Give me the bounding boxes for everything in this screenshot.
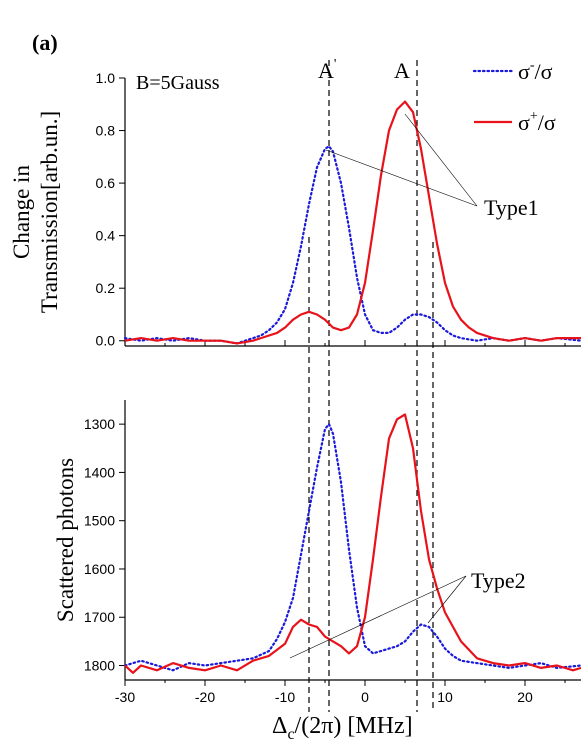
peak-label-a-prime: A' <box>318 57 336 83</box>
bottom-xtick-label: -20 <box>195 689 215 705</box>
bottom-ylabel-text: Scattered photons <box>53 458 78 622</box>
type2-pointer-left <box>289 575 467 659</box>
bottom-solid-series-line <box>124 413 581 674</box>
top-ytick-label: 0.4 <box>96 228 116 244</box>
bottom-ytick-label: 1600 <box>84 561 115 577</box>
reference-dashed-lines <box>308 60 434 712</box>
bottom-xtick-label: 20 <box>517 689 533 705</box>
type2-pointers <box>289 575 467 659</box>
field-label: B=5Gauss <box>136 72 220 94</box>
bottom-dotted-series-line <box>123 423 581 672</box>
bottom-xtick-label: 10 <box>437 689 453 705</box>
bottom-xtick-label: -10 <box>275 689 295 705</box>
top-ylabel: Change in Transmission[arb.un.] <box>9 111 62 313</box>
top-x-ticks <box>124 340 566 346</box>
top-ytick-label: 0.2 <box>96 280 116 296</box>
top-y-ticks: 0.0 0.2 0.4 0.6 0.8 1.0 <box>96 70 125 349</box>
bottom-xtick-label: -30 <box>115 689 135 705</box>
top-ytick-label: 1.0 <box>96 70 116 86</box>
type2-label: Type2 <box>471 568 526 593</box>
top-ylabel-line1: Change in <box>9 165 34 259</box>
bottom-ytick-label: 1300 <box>84 416 115 432</box>
bottom-y-ticks: 1300 1400 1500 1600 1700 1800 <box>84 416 125 674</box>
bottom-xtick-label: 0 <box>361 689 369 705</box>
top-ylabel-line2: Transmission[arb.un.] <box>37 111 62 313</box>
legend-solid-label: σ+/σ <box>518 109 556 135</box>
top-ytick-label: 0.0 <box>96 333 116 349</box>
bottom-ytick-label: 1800 <box>84 658 115 674</box>
top-dotted-series-line <box>123 145 581 345</box>
top-ytick-label: 0.6 <box>96 175 116 191</box>
bottom-ytick-label: 1500 <box>84 513 115 529</box>
type2-pointer-right <box>427 575 467 624</box>
peak-label-a: A <box>394 58 410 83</box>
panel-label: (a) <box>32 30 58 55</box>
x-axis-label: Δc/(2π) [MHz] <box>272 713 413 743</box>
type1-label: Type1 <box>484 195 539 220</box>
type1-pointers <box>325 113 478 207</box>
bottom-plot-axes: 1300 1400 1500 1600 1700 1800 -30 -20 -10 0 10 20 <box>84 400 581 705</box>
top-plot-axes: 0.0 0.2 0.4 0.6 0.8 1.0 <box>96 70 581 349</box>
top-solid-series-line <box>124 100 581 345</box>
type1-pointer-left <box>325 149 478 207</box>
bottom-ylabel: Scattered photons <box>53 458 78 622</box>
bottom-series-group <box>123 413 581 674</box>
bottom-ytick-label: 1700 <box>84 609 115 625</box>
bottom-ytick-label: 1400 <box>84 464 115 480</box>
top-series-group <box>123 100 581 345</box>
type1-pointer-right <box>404 113 478 207</box>
legend: σ-/σ σ+/σ <box>472 58 556 135</box>
bottom-x-ticks: -30 -20 -10 0 10 20 <box>115 680 566 705</box>
top-ytick-label: 0.8 <box>96 123 116 139</box>
legend-dotted-label: σ-/σ <box>518 58 553 84</box>
